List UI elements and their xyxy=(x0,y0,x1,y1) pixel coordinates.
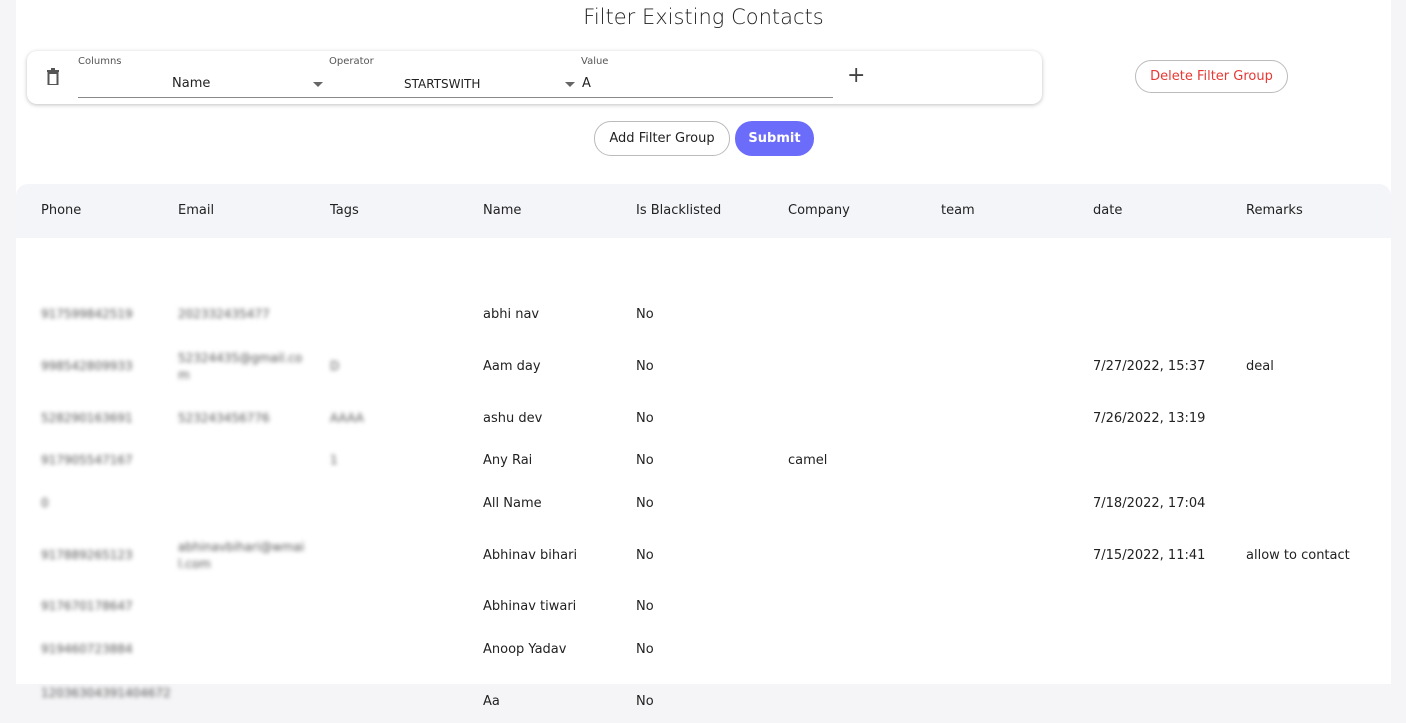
table-cell: 917905547167 xyxy=(41,453,133,467)
table-cell: No xyxy=(636,548,654,563)
table-cell: AAAA xyxy=(330,411,364,425)
plus-icon[interactable]: + xyxy=(847,63,866,88)
table-cell: 7/26/2022, 13:19 xyxy=(1093,411,1206,426)
table-cell: 202332435477 xyxy=(178,307,270,321)
column-header[interactable]: Tags xyxy=(330,203,359,218)
trash-icon[interactable] xyxy=(47,68,59,85)
table-cell: D xyxy=(330,359,340,373)
table-cell: No xyxy=(636,359,654,374)
table-cell: Abhinav tiwari xyxy=(483,599,577,614)
table-cell: 7/27/2022, 15:37 xyxy=(1093,359,1206,374)
delete-filter-group-button[interactable]: Delete Filter Group xyxy=(1135,60,1288,93)
table-cell: Any Rai xyxy=(483,453,533,468)
submit-button[interactable]: Submit xyxy=(735,121,814,156)
table-cell: ashu dev xyxy=(483,411,543,426)
table-cell: No xyxy=(636,694,654,709)
table-cell: Aa xyxy=(483,694,500,709)
operator-label: Operator xyxy=(329,56,374,67)
table-cell: No xyxy=(636,496,654,511)
add-filter-group-button[interactable]: Add Filter Group xyxy=(594,121,730,156)
table-cell: 12036304391404672 xyxy=(41,686,171,700)
chevron-down-icon[interactable] xyxy=(313,82,323,87)
table-cell: 0 xyxy=(41,496,49,510)
page-title: Filter Existing Contacts xyxy=(583,5,824,29)
table-row[interactable]: 12036304391404672 Aa No xyxy=(16,683,1391,723)
table-cell: Aam day xyxy=(483,359,541,374)
table-cell: abhi nav xyxy=(483,307,540,322)
table-cell: 917599842519 xyxy=(41,307,133,321)
table-row[interactable]: 919460723884 Anoop Yadav No xyxy=(16,631,1391,671)
table-cell: No xyxy=(636,599,654,614)
table-row[interactable]: 998542809933 52324435@gmail.com D Aam day No… xyxy=(16,348,1391,388)
table-cell: 917889265123 xyxy=(41,548,133,562)
table-cell: allow to contact xyxy=(1246,548,1350,563)
column-header[interactable]: Company xyxy=(788,203,850,218)
table-cell: 528290163691 xyxy=(41,411,133,425)
table-cell: 7/15/2022, 11:41 xyxy=(1093,548,1206,563)
column-header[interactable]: team xyxy=(941,203,975,218)
table-cell: No xyxy=(636,307,654,322)
table-cell: No xyxy=(636,642,654,657)
table-cell: 7/18/2022, 17:04 xyxy=(1093,496,1206,511)
column-header[interactable]: Is Blacklisted xyxy=(636,203,722,218)
table-cell: Anoop Yadav xyxy=(483,642,567,657)
table-cell: 523243456776 xyxy=(178,411,270,425)
table-row[interactable]: 917889265123 abhinavbihari@wmail.com Abhin… xyxy=(16,537,1391,577)
column-header[interactable]: Name xyxy=(483,203,522,218)
table-cell: 1 xyxy=(330,453,338,467)
table-row[interactable]: 917599842519 202332435477 abhi nav No xyxy=(16,296,1391,336)
columns-label: Columns xyxy=(78,56,122,67)
column-header[interactable]: date xyxy=(1093,203,1123,218)
table-cell: All Name xyxy=(483,496,542,511)
table-cell: 919460723884 xyxy=(41,642,133,656)
table-row[interactable]: 528290163691 523243456776 AAAA ashu dev No 7/… xyxy=(16,400,1391,440)
operator-select[interactable]: STARTSWITH xyxy=(404,77,481,91)
table-cell: No xyxy=(636,411,654,426)
page: Filter Existing Contacts Columns Name Op… xyxy=(16,0,1391,709)
table-cell: camel xyxy=(788,453,828,468)
columns-select[interactable]: Name xyxy=(172,76,211,91)
value-label: Value xyxy=(581,56,609,67)
table-header: Phone Email Tags Name Is Blacklisted Company t… xyxy=(16,184,1391,238)
table-row[interactable]: 917905547167 1 Any Rai No camel xyxy=(16,442,1391,482)
table-row[interactable]: 917670178647 Abhinav tiwari No xyxy=(16,588,1391,628)
table-cell: No xyxy=(636,453,654,468)
table-cell: Abhinav bihari xyxy=(483,548,578,563)
table-row[interactable]: 0 All Name No 7/18/2022, 17:04 xyxy=(16,485,1391,525)
table-cell: 917670178647 xyxy=(41,599,133,613)
contacts-table: Phone Email Tags Name Is Blacklisted Company t… xyxy=(16,184,1391,709)
column-header[interactable]: Phone xyxy=(41,203,82,218)
value-input[interactable]: A xyxy=(582,76,591,91)
table-cell: 52324435@gmail.com xyxy=(178,351,303,382)
chevron-down-icon[interactable] xyxy=(565,82,575,87)
table-cell: 998542809933 xyxy=(41,359,133,373)
table-cell: deal xyxy=(1246,359,1274,374)
column-header[interactable]: Remarks xyxy=(1246,203,1303,218)
filter-group: Columns Name Operator STARTSWITH Value A… xyxy=(27,51,1042,104)
column-header[interactable]: Email xyxy=(178,203,215,218)
table-cell: abhinavbihari@wmail.com xyxy=(178,540,305,571)
field-underline xyxy=(78,97,833,98)
